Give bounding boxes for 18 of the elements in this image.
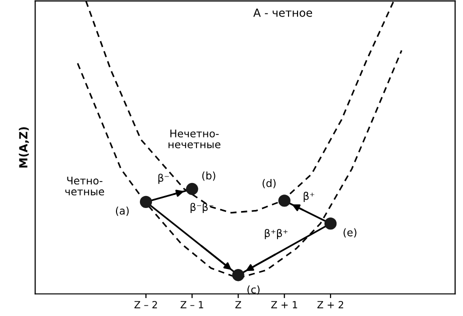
annotation: (c) [247,285,260,295]
x-tick-label: Z + 2 [317,300,344,308]
y-axis-title: M(A,Z) [18,127,29,168]
annotation: β⁺β⁺ [264,229,288,240]
x-tick-label: Z – 2 [134,300,157,308]
annotation: β⁺ [304,192,314,202]
annotation: (b) [202,171,216,181]
x-tick-label: Z + 1 [271,301,298,308]
annotation: (a) [116,206,129,216]
annotation: β⁻ [158,174,169,184]
x-tick-label: Z [235,301,242,308]
text: А - четное [253,8,312,17]
x-tick-label: Z – 1 [180,301,204,308]
annotation: β⁻β⁻ [190,202,214,214]
annotation: Нечетно- нечетные [168,130,220,148]
annotation: (d) [262,179,276,188]
annotation: (e) [344,228,356,238]
annotation: Четно- четные [65,176,104,196]
